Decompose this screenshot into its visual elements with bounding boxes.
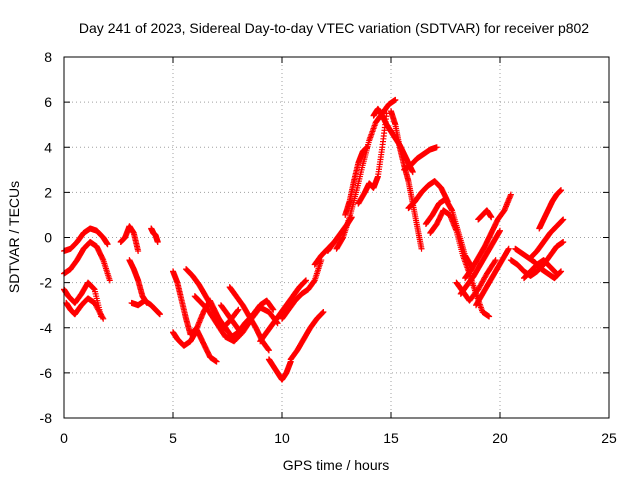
y-tick-label: 6 (44, 94, 52, 110)
y-tick-labels: -8 -6 -4 -2 0 2 4 6 8 (40, 49, 53, 426)
data-point (213, 358, 220, 365)
series-arc-h (148, 225, 161, 246)
series-arc-am (536, 187, 565, 232)
data-point (418, 245, 425, 252)
series-arc-ah (475, 207, 495, 223)
y-tick-label: 8 (44, 49, 52, 65)
y-tick-label: 4 (44, 139, 52, 155)
series-arc-i (170, 268, 242, 338)
y-tick-label: 2 (44, 184, 52, 200)
y-tick-label: -8 (40, 410, 53, 426)
series-arc-c (61, 279, 105, 320)
x-tick-label: 20 (492, 430, 508, 446)
x-tick-label: 25 (601, 430, 617, 446)
data-point (265, 347, 272, 354)
series-arc-m (217, 297, 277, 336)
x-tick-labels: 0 5 10 15 20 25 (60, 430, 617, 446)
y-axis-label: SDTVAR / TECUs (6, 181, 22, 293)
data-point (558, 268, 565, 275)
data-point (505, 245, 512, 252)
series-arc-af (473, 245, 512, 309)
data-points (61, 96, 567, 383)
data-point (104, 241, 111, 248)
plot-frame (63, 56, 610, 419)
x-tick-label: 5 (169, 430, 177, 446)
series-arc-d (63, 295, 107, 322)
y-tick-label: -6 (40, 365, 53, 381)
series-arc-u (333, 96, 399, 252)
data-point (492, 257, 499, 264)
data-point (433, 144, 440, 151)
series-arc-w (355, 110, 390, 207)
series-arc-q (279, 257, 325, 322)
series-arc-g (128, 297, 163, 318)
series-arc-p (257, 277, 309, 345)
data-point (383, 110, 390, 117)
y-tick-label: -4 (40, 320, 53, 336)
data-point (497, 227, 503, 234)
series-arc-r (287, 308, 327, 363)
x-tick-label: 15 (383, 430, 399, 446)
x-tick-label: 10 (274, 430, 290, 446)
data-point (488, 214, 495, 221)
data-point (135, 248, 142, 255)
series-arc-j (170, 327, 220, 365)
data-point (558, 187, 565, 194)
data-point (156, 311, 163, 318)
data-point (100, 315, 107, 322)
series-arc-ae (457, 227, 503, 297)
data-point (491, 258, 498, 265)
series-arc-z (401, 144, 440, 173)
series-arc-a (61, 225, 111, 255)
series-arc-al (520, 257, 560, 282)
series-arc-ad (462, 191, 514, 282)
chart-title: Day 241 of 2023, Sidereal Day-to-day VTE… (79, 20, 589, 36)
series-arc-n (226, 284, 272, 354)
data-point (364, 144, 371, 151)
series-arc-o (265, 356, 294, 383)
series-arc-ag (453, 257, 499, 304)
data-point (99, 314, 106, 321)
series-arc-v (342, 144, 371, 218)
data-point (392, 96, 399, 103)
data-point (409, 169, 416, 176)
data-point (486, 313, 493, 320)
data-point (235, 306, 242, 313)
series-arc-ak (527, 216, 567, 261)
series-arc-e (117, 223, 142, 255)
data-point (234, 307, 241, 314)
data-point (154, 239, 161, 246)
data-point (270, 306, 277, 313)
y-tick-label: 0 (44, 230, 52, 246)
series-arc-b (61, 239, 113, 284)
x-tick-label: 0 (60, 430, 68, 446)
data-point (553, 270, 560, 277)
series-arc-ac (427, 207, 493, 320)
data-point (106, 277, 113, 284)
x-axis-label: GPS time / hours (283, 457, 390, 473)
data-point (560, 216, 567, 223)
data-point (507, 191, 514, 198)
series-arc-y (388, 108, 425, 252)
data-point (320, 308, 327, 315)
data-point (560, 239, 567, 246)
data-point (302, 277, 309, 284)
y-tick-label: -2 (40, 275, 53, 291)
